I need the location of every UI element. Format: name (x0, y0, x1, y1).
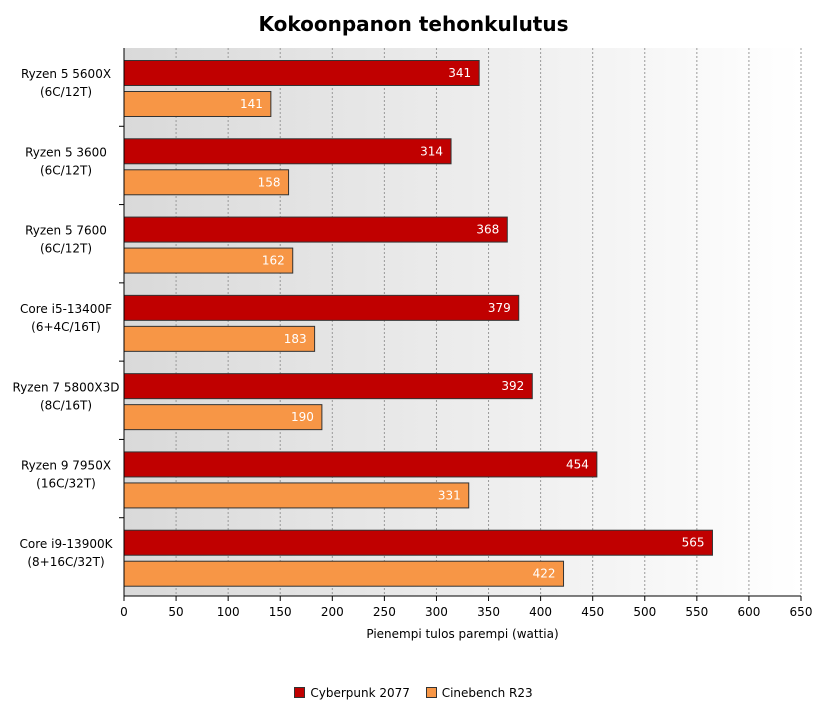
data-label: 565 (682, 536, 705, 550)
x-tick-label: 100 (217, 605, 240, 619)
x-tick-label: 0 (120, 605, 128, 619)
data-label: 158 (258, 175, 281, 189)
bar-cinebench (123, 247, 294, 274)
x-tick-label: 50 (168, 605, 183, 619)
x-tick-label: 550 (685, 605, 708, 619)
x-tick-label: 450 (581, 605, 604, 619)
bar-cinebench (123, 91, 272, 117)
bar-cyberpunk (123, 294, 520, 321)
legend-swatch-cyberpunk (294, 687, 306, 698)
category-label: (6C/12T) (40, 242, 92, 256)
x-tick-label: 200 (321, 605, 344, 619)
x-axis-label: Pienempi tulos parempi (wattia) (366, 627, 558, 641)
data-label: 183 (284, 332, 307, 346)
x-tick-label: 500 (633, 605, 656, 619)
data-label: 368 (476, 223, 499, 237)
bar-cinebench (123, 404, 323, 431)
legend-label-cyberpunk: Cyberpunk 2077 (310, 686, 410, 700)
x-tick-label: 650 (790, 605, 813, 619)
chart-title: Kokoonpanon tehonkulutus (258, 12, 569, 36)
plot-background (124, 48, 801, 596)
data-label: 454 (566, 457, 589, 471)
legend: Cyberpunk 2077 Cinebench R23 (0, 686, 827, 700)
category-label: (8+16C/32T) (27, 555, 104, 569)
legend-item-cinebench: Cinebench R23 (425, 686, 533, 700)
category-label: (6+4C/16T) (31, 320, 101, 334)
bar-cyberpunk (123, 138, 452, 165)
category-label: Core i9-13900K (20, 537, 114, 551)
data-label: 341 (448, 66, 471, 80)
x-tick-label: 300 (425, 605, 448, 619)
category-label: (8C/16T) (40, 398, 92, 412)
data-label: 141 (240, 97, 263, 111)
bar-cinebench (123, 325, 316, 352)
data-label: 392 (501, 379, 524, 393)
bar-cyberpunk (123, 373, 533, 400)
category-label: (6C/12T) (40, 85, 92, 99)
data-label: 422 (533, 567, 556, 581)
x-tick-label: 150 (269, 605, 292, 619)
bar-cinebench (123, 169, 290, 196)
category-label: Ryzen 5 3600 (25, 145, 107, 159)
x-tick-label: 600 (737, 605, 760, 619)
category-label: (16C/32T) (36, 477, 96, 491)
data-label: 379 (488, 301, 511, 315)
bar-cyberpunk (123, 216, 508, 243)
category-label: Ryzen 5 7600 (25, 224, 107, 238)
legend-swatch-cinebench (425, 687, 437, 698)
data-label: 331 (438, 488, 461, 502)
x-tick-label: 250 (373, 605, 396, 619)
category-label: Ryzen 9 7950X (21, 459, 111, 473)
legend-item-cyberpunk: Cyberpunk 2077 (294, 686, 410, 700)
bar-cyberpunk (123, 529, 713, 556)
bar-cinebench (123, 482, 470, 509)
category-label: Ryzen 5 5600X (21, 67, 111, 81)
legend-label-cinebench: Cinebench R23 (441, 686, 533, 700)
category-label: Core i5-13400F (20, 302, 112, 316)
data-label: 162 (262, 254, 285, 268)
category-label: (6C/12T) (40, 163, 92, 177)
category-label: Ryzen 7 5800X3D (13, 380, 120, 394)
bar-cinebench (123, 560, 565, 587)
bar-cyberpunk (123, 451, 598, 478)
x-tick-label: 400 (529, 605, 552, 619)
bar-cyberpunk (123, 60, 480, 86)
data-label: 190 (291, 410, 314, 424)
x-tick-label: 350 (477, 605, 500, 619)
data-label: 314 (420, 144, 443, 158)
